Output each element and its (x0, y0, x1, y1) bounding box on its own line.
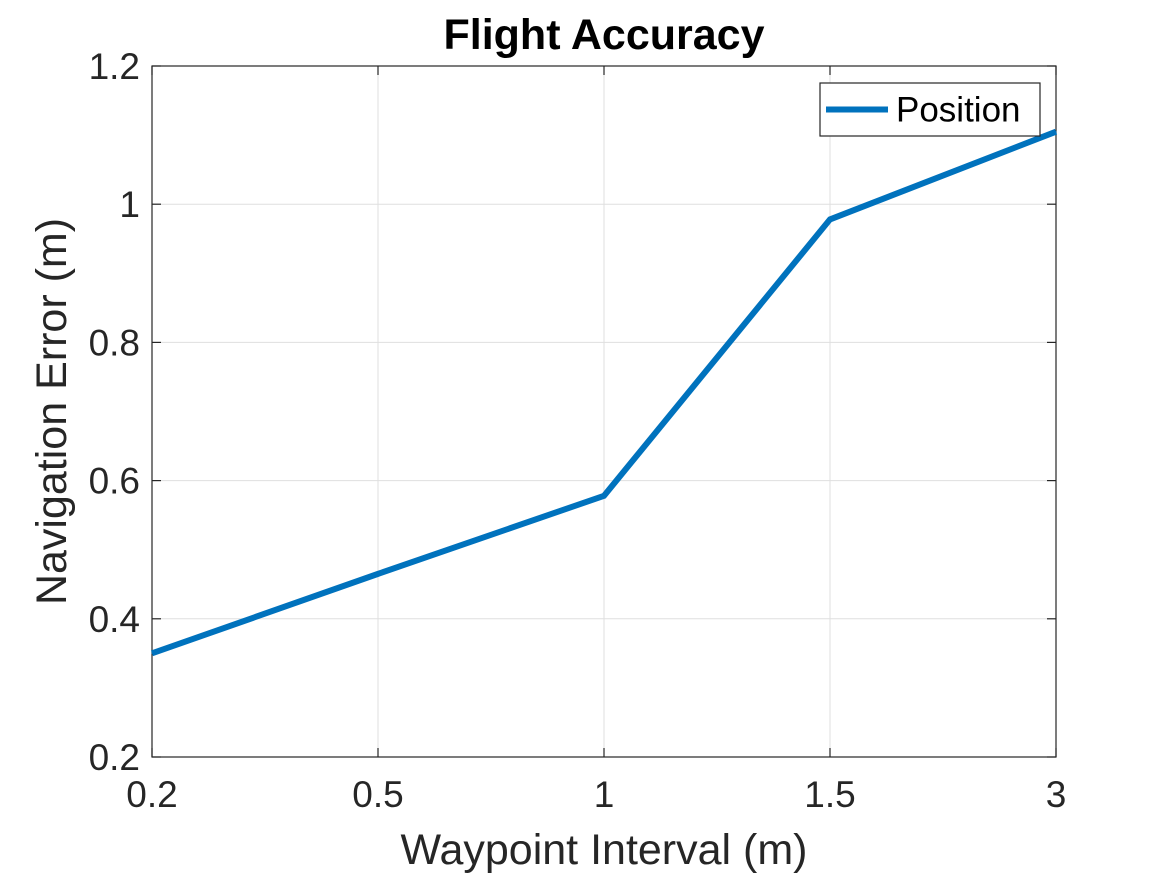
data-point (603, 495, 605, 497)
legend-label-position: Position (896, 91, 1021, 130)
data-point (1055, 131, 1057, 133)
x-tick-label: 0.5 (352, 774, 403, 815)
grid (152, 66, 1056, 757)
x-tick-label: 0.2 (126, 774, 177, 815)
data-point (377, 573, 379, 575)
y-tick-label: 0.6 (89, 461, 140, 502)
data-point (829, 218, 831, 220)
data-point (151, 652, 153, 654)
y-tick-label: 0.8 (89, 322, 140, 363)
x-tick-label: 1 (594, 774, 615, 815)
y-tick-label: 1.2 (89, 46, 140, 87)
y-tick-label: 1 (119, 184, 140, 225)
chart-title: Flight Accuracy (444, 11, 765, 59)
x-tick-label: 1.5 (804, 774, 855, 815)
series-layer (151, 128, 1058, 657)
x-axis-ticks: 0.2 0.5 1 1.5 3 (126, 66, 1066, 815)
x-axis-label: Waypoint Interval (m) (400, 826, 807, 874)
legend: Position (819, 82, 1041, 137)
y-tick-label: 0.4 (89, 599, 140, 640)
y-axis-ticks: 0.2 0.4 0.6 0.8 1 1.2 (89, 46, 1056, 778)
x-tick-label: 3 (1046, 774, 1067, 815)
y-tick-label: 0.2 (89, 737, 140, 778)
y-axis-label: Navigation Error (m) (28, 218, 76, 605)
